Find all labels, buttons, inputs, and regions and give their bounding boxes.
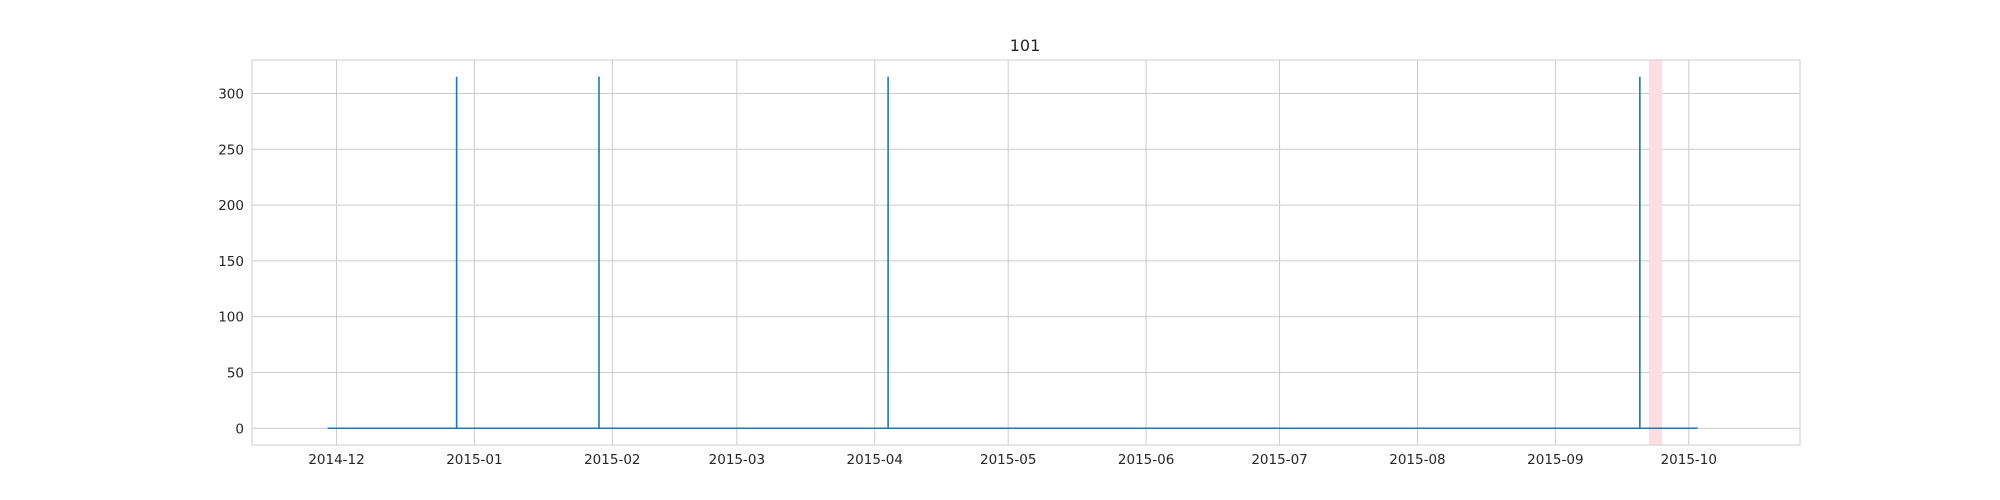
- x-tick-label: 2015-09: [1527, 452, 1583, 468]
- series-layer: [327, 76, 1698, 430]
- series-line: [327, 76, 1698, 430]
- plot-frame: [251, 59, 1801, 446]
- gridlines: [252, 60, 1800, 445]
- x-tick-label: 2015-08: [1389, 452, 1445, 468]
- y-tick-labels: 0 50 100 150 200 250 300: [218, 86, 244, 437]
- x-tick-label: 2015-07: [1251, 452, 1307, 468]
- x-tick-label: 2015-01: [446, 452, 502, 468]
- x-tick-label: 2015-06: [1118, 452, 1174, 468]
- x-tick-label: 2015-05: [980, 452, 1036, 468]
- x-tick-labels: 2014-12 2015-01 2015-02 2015-03 2015-04 2015-…: [308, 452, 1717, 468]
- x-tick-label: 2015-04: [847, 452, 903, 468]
- x-tick-label: 2015-03: [709, 452, 765, 468]
- y-tick-label: 0: [235, 421, 244, 437]
- highlight-span-layer: [1648, 60, 1663, 445]
- highlight-span: [1648, 60, 1663, 445]
- y-tick-label: 150: [218, 254, 244, 270]
- chart-title: 101: [1010, 36, 1041, 55]
- y-tick-label: 300: [218, 86, 244, 102]
- y-tick-label: 50: [227, 365, 244, 381]
- y-tick-label: 200: [218, 198, 244, 214]
- x-tick-label: 2015-10: [1661, 452, 1717, 468]
- y-tick-label: 100: [218, 310, 244, 326]
- x-tick-label: 2014-12: [308, 452, 364, 468]
- x-tick-label: 2015-02: [584, 452, 640, 468]
- y-tick-label: 250: [218, 142, 244, 158]
